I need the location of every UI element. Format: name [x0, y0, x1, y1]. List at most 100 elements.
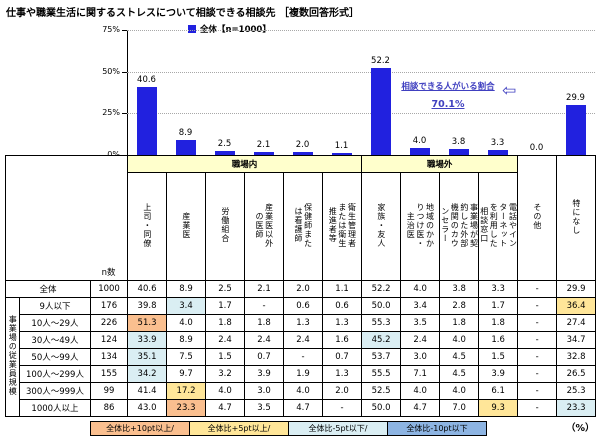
gridline: [127, 113, 595, 115]
column-header-1: 産業医: [166, 172, 207, 281]
column-header-0: 上司・同僚: [127, 172, 168, 281]
value-cell: 3.4: [400, 297, 441, 315]
value-cell: 3.2: [205, 365, 246, 383]
n-value: 134: [89, 348, 129, 366]
value-cell: 3.0: [244, 382, 285, 400]
vertical-label: 特になし: [571, 198, 581, 235]
vertical-label: 上司・同僚: [142, 202, 152, 248]
vertical-label: 保健師または看護師: [294, 202, 313, 248]
value-cell: 2.4: [244, 331, 285, 349]
bar-value-label: 4.0: [412, 136, 427, 147]
value-cell: 36.4: [556, 297, 597, 315]
value-cell: 8.9: [166, 331, 207, 349]
n-value: 1000: [89, 280, 129, 298]
value-cell: 23.3: [556, 399, 597, 417]
gridline: [127, 71, 595, 73]
y-tick-label: 75%: [102, 25, 120, 34]
value-cell: 3.9: [478, 365, 519, 383]
value-cell: 2.8: [439, 297, 480, 315]
n-header: n数: [101, 268, 116, 278]
value-cell: -: [517, 399, 558, 417]
vertical-label: 産業医以外の医師: [255, 202, 274, 248]
color-legend-item-minus5: 全体比-5pt以下/: [288, 421, 388, 436]
y-tick-label: 25%: [102, 108, 120, 118]
bar: [370, 68, 391, 155]
value-cell: 29.9: [556, 280, 597, 298]
column-header-4: 保健師または看護師: [283, 172, 324, 281]
row-label: 全体: [5, 280, 91, 298]
row-label: 100人〜299人: [19, 365, 91, 383]
value-cell: 2.1: [244, 280, 285, 298]
value-cell: 7.0: [439, 399, 480, 417]
bar-value-label: 3.8: [451, 136, 466, 147]
vertical-label: 事業場が契約した外部機関のカウンセラー: [440, 202, 479, 248]
bar-value-label: 2.0: [295, 139, 310, 150]
value-cell: 4.0: [439, 382, 480, 400]
column-header-10: その他: [517, 155, 558, 281]
left-arrow-icon: ⇦: [502, 81, 517, 101]
value-cell: 3.9: [244, 365, 285, 383]
row-label: 9人以下: [19, 297, 91, 315]
value-cell: 1.3: [322, 365, 363, 383]
value-cell: 1.6: [322, 331, 363, 349]
value-cell: 40.6: [127, 280, 168, 298]
bar-value-label: 1.1: [334, 141, 349, 152]
value-cell: -: [517, 297, 558, 315]
vertical-label: 産業医: [181, 211, 191, 239]
bar-value-label: 40.6: [137, 75, 156, 86]
table-row-2: 10人〜29人 226 51.3 4.0 1.8 1.8 1.3 1.3 55.3 3.5 1.8 1…: [6, 314, 597, 332]
value-cell: 4.7: [205, 399, 246, 417]
value-cell: 3.8: [439, 280, 480, 298]
value-cell: 51.3: [127, 314, 168, 332]
column-header-9: 電話やインターネットを利用した相談窓口: [478, 172, 519, 281]
n-value: 155: [89, 365, 129, 383]
vertical-label: 電話やインターネットを利用した相談窓口: [479, 202, 518, 248]
bar-value-label: 2.1: [256, 139, 271, 150]
value-cell: 0.6: [283, 297, 324, 315]
value-cell: 3.3: [478, 280, 519, 298]
vertical-label: その他: [532, 203, 542, 230]
value-cell: 1.8: [439, 314, 480, 332]
row-group-label: 事業場の従業員規模: [5, 297, 20, 417]
bar-value-label: 3.3: [490, 137, 505, 148]
color-legend-item-plus10: 全体比+10pt以上/: [90, 421, 190, 436]
column-header-11: 特になし: [556, 155, 597, 281]
vertical-label: 家族・友人: [376, 202, 386, 248]
value-cell: 3.4: [166, 297, 207, 315]
value-cell: 1.7: [478, 297, 519, 315]
vertical-label: 事業場の従業員規模: [8, 315, 18, 396]
value-cell: 4.7: [400, 399, 441, 417]
value-cell: 2.4: [400, 331, 441, 349]
value-cell: -: [517, 365, 558, 383]
y-tick-label: 50%: [102, 66, 120, 76]
n-value: 176: [89, 297, 129, 315]
value-cell: 2.4: [283, 331, 324, 349]
value-cell: 34.2: [127, 365, 168, 383]
gridline: [127, 30, 595, 31]
color-legend-item-minus10: 全体比-10pt以下: [387, 421, 487, 436]
page-title: 仕事や職業生活に関するストレスについて相談できる相談先 ［複数回答形式］: [6, 8, 359, 19]
value-cell: 4.0: [166, 314, 207, 332]
n-value: 124: [89, 331, 129, 349]
table-row-3: 30人〜49人 124 33.9 8.9 2.4 2.4 2.4 1.6 45.2 2.4 4.0 1…: [6, 331, 597, 349]
y-tick-mark: [122, 30, 127, 31]
column-header-5: 衛生管理者または衛生推進者等: [322, 172, 363, 281]
value-cell: 50.0: [361, 399, 402, 417]
value-cell: 41.4: [127, 382, 168, 400]
value-cell: 0.7: [244, 348, 285, 366]
value-cell: 34.7: [556, 331, 597, 349]
value-cell: 43.0: [127, 399, 168, 417]
bar: [409, 148, 430, 155]
value-cell: 4.5: [439, 348, 480, 366]
vertical-label: 衛生管理者または衛生推進者等: [328, 202, 357, 248]
value-cell: 3.5: [400, 314, 441, 332]
bar-value-label: 2.5: [217, 138, 232, 149]
column-header-7: 地域のかかりつけ医・主治医: [400, 172, 441, 281]
value-cell: 2.4: [205, 331, 246, 349]
bar: [565, 105, 586, 155]
bar: [331, 153, 352, 155]
bar-value-label: 52.2: [371, 56, 390, 66]
value-cell: 1.8: [478, 314, 519, 332]
value-cell: 1.6: [478, 331, 519, 349]
